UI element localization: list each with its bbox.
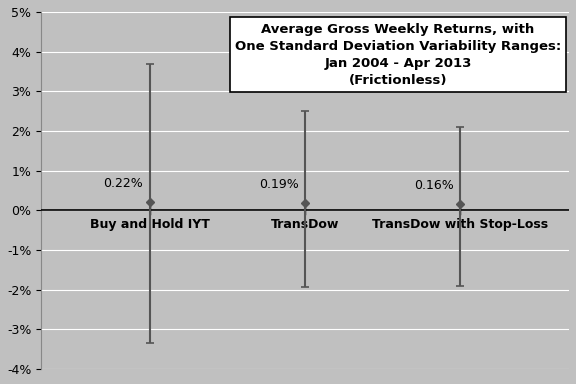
Text: Average Gross Weekly Returns, with
One Standard Deviation Variability Ranges:
Ja: Average Gross Weekly Returns, with One S… bbox=[235, 23, 561, 87]
Text: TransDow: TransDow bbox=[271, 218, 339, 231]
Text: TransDow with Stop-Loss: TransDow with Stop-Loss bbox=[372, 218, 548, 231]
Text: 0.16%: 0.16% bbox=[414, 179, 454, 192]
Text: 0.19%: 0.19% bbox=[259, 178, 298, 191]
Text: 0.22%: 0.22% bbox=[104, 177, 143, 190]
Text: Buy and Hold IYT: Buy and Hold IYT bbox=[90, 218, 210, 231]
